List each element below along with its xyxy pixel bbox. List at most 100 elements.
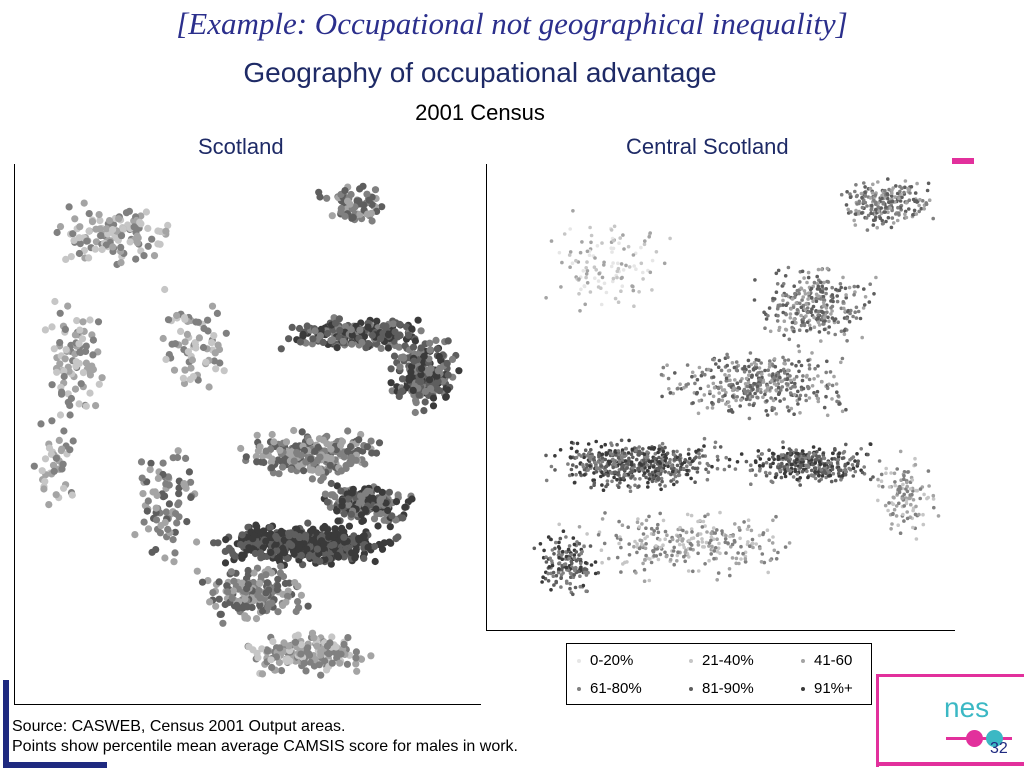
map-point (845, 339, 849, 343)
map-point (734, 360, 739, 364)
map-point (165, 500, 173, 508)
map-point (251, 549, 259, 558)
map-point (174, 453, 182, 462)
map-point (69, 437, 77, 445)
source-note: Source: CASWEB, Census 2001 Output areas… (12, 718, 346, 735)
map-point (40, 485, 48, 493)
map-point (263, 647, 272, 655)
legend-marker (577, 686, 581, 691)
map-point (97, 232, 105, 240)
map-point (920, 199, 925, 203)
map-point (807, 323, 812, 328)
map-point (364, 323, 372, 331)
map-point (309, 335, 317, 343)
map-point (857, 211, 861, 216)
map-point (839, 329, 844, 334)
map-point (172, 510, 180, 518)
map-point (821, 303, 826, 308)
map-point (352, 654, 360, 662)
map-point (807, 366, 812, 371)
map-point (333, 482, 341, 490)
map-point (304, 519, 312, 527)
map-point (762, 310, 766, 315)
map-point (805, 320, 810, 324)
map-point (229, 587, 237, 595)
map-point (343, 660, 351, 668)
map-point (844, 295, 848, 300)
map-point (253, 458, 261, 466)
map-point (47, 450, 56, 458)
map-point (678, 382, 682, 386)
map-point (824, 291, 828, 296)
map-point (67, 394, 75, 403)
map-point (883, 188, 887, 193)
chart-title: Geography of occupational advantage (243, 57, 717, 88)
map-point (274, 575, 282, 583)
map-point (191, 339, 199, 347)
map-point (862, 181, 866, 185)
map-point (898, 199, 903, 203)
map-point (79, 369, 87, 377)
map-point (62, 346, 70, 354)
map-point (183, 518, 191, 526)
map-point (330, 531, 338, 539)
decor-bottom-right-line (876, 762, 1024, 766)
map-point (222, 536, 230, 544)
map-point (370, 515, 379, 523)
map-point (876, 180, 880, 184)
map-point (296, 338, 304, 346)
map-point (784, 328, 789, 332)
map-point (62, 255, 70, 263)
map-point (228, 594, 236, 602)
map-point (865, 228, 870, 232)
map-point (753, 278, 757, 282)
map-point (187, 364, 195, 372)
decor-bottom-left-line (3, 762, 107, 768)
map-point (171, 549, 179, 557)
scotland-dot-map (30, 182, 463, 679)
map-point (800, 320, 805, 324)
map-point (193, 567, 201, 575)
map-point (352, 648, 360, 656)
map-point (324, 329, 332, 338)
map-point (840, 356, 845, 361)
map-point (89, 365, 97, 374)
map-point (297, 650, 305, 658)
legend-marker (801, 686, 805, 691)
map-point (389, 320, 397, 328)
map-point (442, 393, 450, 401)
map-point (324, 526, 332, 534)
map-point (894, 212, 898, 216)
map-point (853, 310, 857, 314)
map-point (96, 225, 104, 233)
map-point (804, 314, 808, 318)
map-point (784, 312, 788, 317)
map-point (399, 353, 407, 361)
map-point (131, 531, 139, 539)
map-point (793, 291, 797, 296)
legend-entry: 81-90% (689, 680, 754, 697)
map-point (862, 303, 867, 307)
map-point (834, 287, 838, 292)
map-point (328, 659, 336, 667)
map-point (171, 528, 179, 536)
map-point (140, 252, 148, 260)
map-point (891, 221, 896, 225)
map-point (341, 212, 349, 220)
map-point (443, 359, 451, 367)
map-point (61, 325, 69, 333)
map-point (270, 438, 278, 446)
map-point (797, 349, 802, 354)
map-point (208, 302, 217, 310)
map-point (821, 287, 826, 291)
map-point (816, 320, 821, 324)
map-point (85, 254, 93, 262)
map-point (876, 209, 881, 213)
map-point (282, 438, 291, 446)
map-point (146, 466, 154, 474)
map-point (799, 323, 804, 328)
map-point (906, 186, 910, 191)
map-point (727, 404, 732, 409)
map-point (362, 344, 370, 352)
map-point (841, 300, 846, 304)
